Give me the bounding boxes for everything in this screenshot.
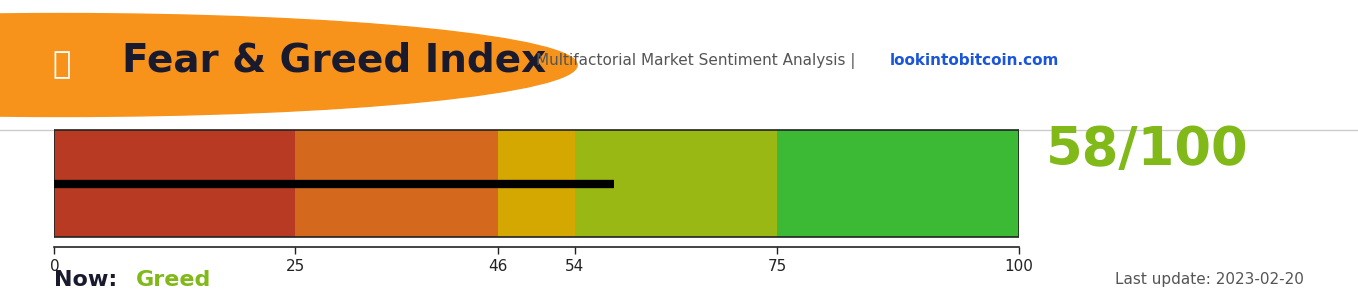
Bar bbox=[54, 130, 296, 237]
Bar bbox=[296, 130, 498, 237]
Text: Now:: Now: bbox=[54, 270, 118, 290]
Text: lookintobitcoin.com: lookintobitcoin.com bbox=[889, 54, 1059, 68]
Bar bbox=[574, 130, 777, 237]
Bar bbox=[54, 130, 1018, 237]
Text: Greed: Greed bbox=[136, 270, 212, 290]
Bar bbox=[777, 130, 1018, 237]
Text: 58/100: 58/100 bbox=[1046, 125, 1249, 176]
Circle shape bbox=[0, 14, 577, 116]
Bar bbox=[498, 130, 574, 237]
Text: ₿: ₿ bbox=[52, 51, 71, 79]
Text: Last update: 2023-02-20: Last update: 2023-02-20 bbox=[1115, 272, 1304, 287]
Text: Multifactorial Market Sentiment Analysis |: Multifactorial Market Sentiment Analysis… bbox=[536, 53, 861, 69]
Text: Fear & Greed Index: Fear & Greed Index bbox=[122, 42, 546, 80]
